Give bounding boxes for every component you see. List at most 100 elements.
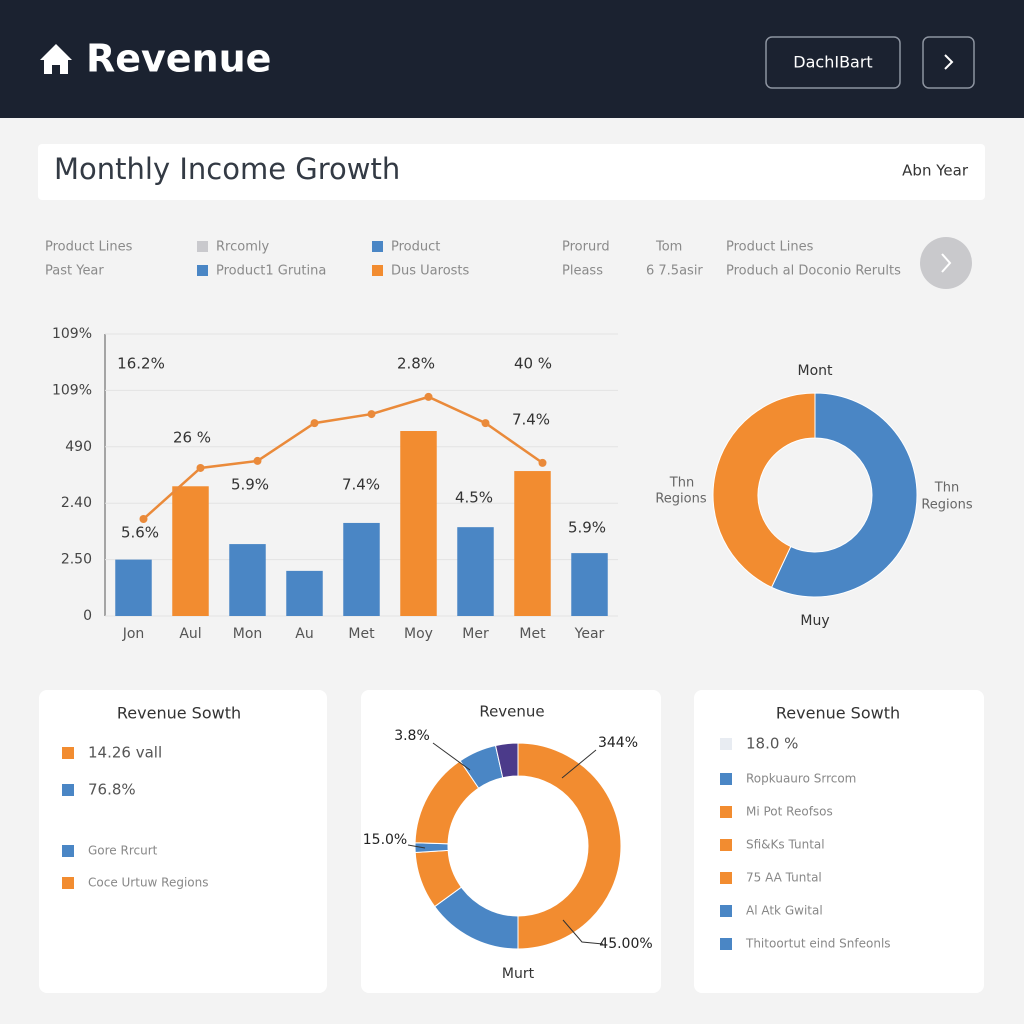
y-tick-label: 0 bbox=[83, 608, 92, 624]
bar bbox=[571, 553, 608, 616]
line-point bbox=[139, 514, 148, 523]
card bbox=[39, 690, 327, 993]
annotation: 5.6% bbox=[121, 524, 159, 542]
dashboard-button[interactable] bbox=[765, 36, 901, 89]
card-item: Gore Rrcurt bbox=[88, 844, 158, 858]
filter-label: Past Year bbox=[45, 264, 104, 279]
y-tick-label: 109% bbox=[52, 382, 92, 398]
line-point bbox=[424, 392, 433, 401]
card-swatch bbox=[720, 738, 732, 750]
annotation: 344% bbox=[598, 735, 638, 751]
filter-next-button[interactable] bbox=[920, 237, 972, 289]
card-swatch bbox=[720, 773, 732, 785]
annotation: 5.9% bbox=[568, 519, 606, 537]
line-point bbox=[196, 463, 205, 472]
leader-line bbox=[407, 844, 426, 849]
bar bbox=[514, 471, 551, 616]
annotation: 2.8% bbox=[397, 355, 435, 373]
line-point bbox=[310, 419, 319, 428]
section-title: Monthly Income Growth bbox=[54, 152, 400, 186]
bar bbox=[172, 486, 209, 616]
card-item: Ropkuauro Srrcom bbox=[746, 772, 856, 786]
line-point bbox=[481, 419, 490, 428]
annotation: 7.4% bbox=[512, 411, 550, 429]
card-swatch bbox=[720, 839, 732, 851]
y-tick-label: 2.50 bbox=[61, 552, 92, 568]
section-bar bbox=[38, 144, 985, 200]
period-filter[interactable]: Abn Year bbox=[902, 162, 969, 180]
card-item: 14.26 vall bbox=[88, 744, 162, 762]
card-item: 75 AA Tuntal bbox=[746, 871, 822, 885]
home-icon[interactable] bbox=[40, 44, 72, 74]
leader-line bbox=[432, 742, 471, 771]
filter-label: Product1 Grutina bbox=[216, 264, 326, 279]
card-swatch bbox=[720, 905, 732, 917]
donut-side-label: Regions bbox=[921, 498, 973, 513]
bar bbox=[229, 544, 266, 616]
donut-slice bbox=[494, 742, 519, 779]
donut-title: Mont bbox=[797, 363, 833, 379]
bar bbox=[343, 522, 380, 616]
bar bbox=[400, 431, 437, 616]
filter-label: Product Lines bbox=[45, 240, 133, 255]
filter-label: Rrcomly bbox=[216, 240, 269, 255]
donut-footer: Muy bbox=[800, 613, 829, 629]
card-item: Coce Urtuw Regions bbox=[88, 876, 209, 890]
card-swatch bbox=[62, 784, 74, 796]
filter-label: Dus Uarosts bbox=[391, 264, 470, 279]
x-tick-label: Aul bbox=[179, 626, 201, 642]
card-swatch bbox=[720, 938, 732, 950]
donut-side-label: Thn bbox=[934, 481, 959, 496]
card-item: 76.8% bbox=[88, 781, 136, 799]
dashboard-button-label[interactable]: DachIBart bbox=[793, 53, 872, 72]
filter-label: Produch al Doconio Rerults bbox=[726, 264, 901, 279]
y-tick-label: 109% bbox=[52, 326, 92, 342]
line-point bbox=[367, 410, 376, 419]
card-swatch bbox=[62, 877, 74, 889]
annotation: 40 % bbox=[514, 355, 552, 373]
x-tick-label: Met bbox=[348, 626, 375, 642]
annotation: 16.2% bbox=[117, 355, 165, 373]
legend-swatch bbox=[197, 265, 208, 276]
y-tick-label: 490 bbox=[65, 439, 92, 455]
card-title: Revenue Sowth bbox=[117, 704, 241, 723]
line bbox=[142, 395, 544, 520]
donut-footer: Murt bbox=[502, 966, 535, 982]
filter-label: Tom bbox=[655, 240, 682, 255]
filter-label: Prorurd bbox=[562, 240, 610, 255]
donut-side-label: Regions bbox=[655, 492, 707, 507]
card-item: Mi Pot Reofsos bbox=[746, 805, 833, 819]
line-point bbox=[538, 458, 547, 467]
bar bbox=[286, 570, 323, 616]
card-item: Al Atk Gwital bbox=[746, 904, 823, 918]
legend-swatch bbox=[197, 241, 208, 252]
x-tick-label: Mer bbox=[462, 626, 489, 642]
filter-label: Pleass bbox=[562, 264, 603, 279]
x-tick-label: Year bbox=[574, 626, 605, 642]
annotation: 45.00% bbox=[599, 936, 652, 952]
card-swatch bbox=[62, 747, 74, 759]
annotation: 3.8% bbox=[394, 728, 430, 744]
card-title: Revenue Sowth bbox=[776, 704, 900, 723]
leader-line bbox=[562, 919, 604, 945]
legend-swatch bbox=[372, 241, 383, 252]
x-tick-label: Mon bbox=[233, 626, 263, 642]
annotation: 4.5% bbox=[455, 489, 493, 507]
donut-slice bbox=[712, 392, 816, 588]
filter-label: Product Lines bbox=[726, 240, 814, 255]
card-item: 18.0 % bbox=[746, 735, 798, 753]
x-tick-label: Au bbox=[295, 626, 313, 642]
filter-label: 6 7.5asir bbox=[646, 264, 703, 279]
x-tick-label: Moy bbox=[404, 626, 433, 642]
card bbox=[694, 690, 984, 993]
bar bbox=[115, 559, 152, 616]
filter-label: Product bbox=[391, 240, 440, 255]
header-bar bbox=[0, 0, 1024, 118]
card-item: Sfi&Ks Tuntal bbox=[746, 838, 825, 852]
filter-next-icon bbox=[941, 253, 952, 273]
card-swatch bbox=[720, 806, 732, 818]
donut-title: Revenue bbox=[479, 703, 544, 721]
next-button[interactable] bbox=[922, 36, 975, 89]
x-tick-label: Jon bbox=[122, 626, 145, 642]
bar bbox=[457, 527, 494, 616]
